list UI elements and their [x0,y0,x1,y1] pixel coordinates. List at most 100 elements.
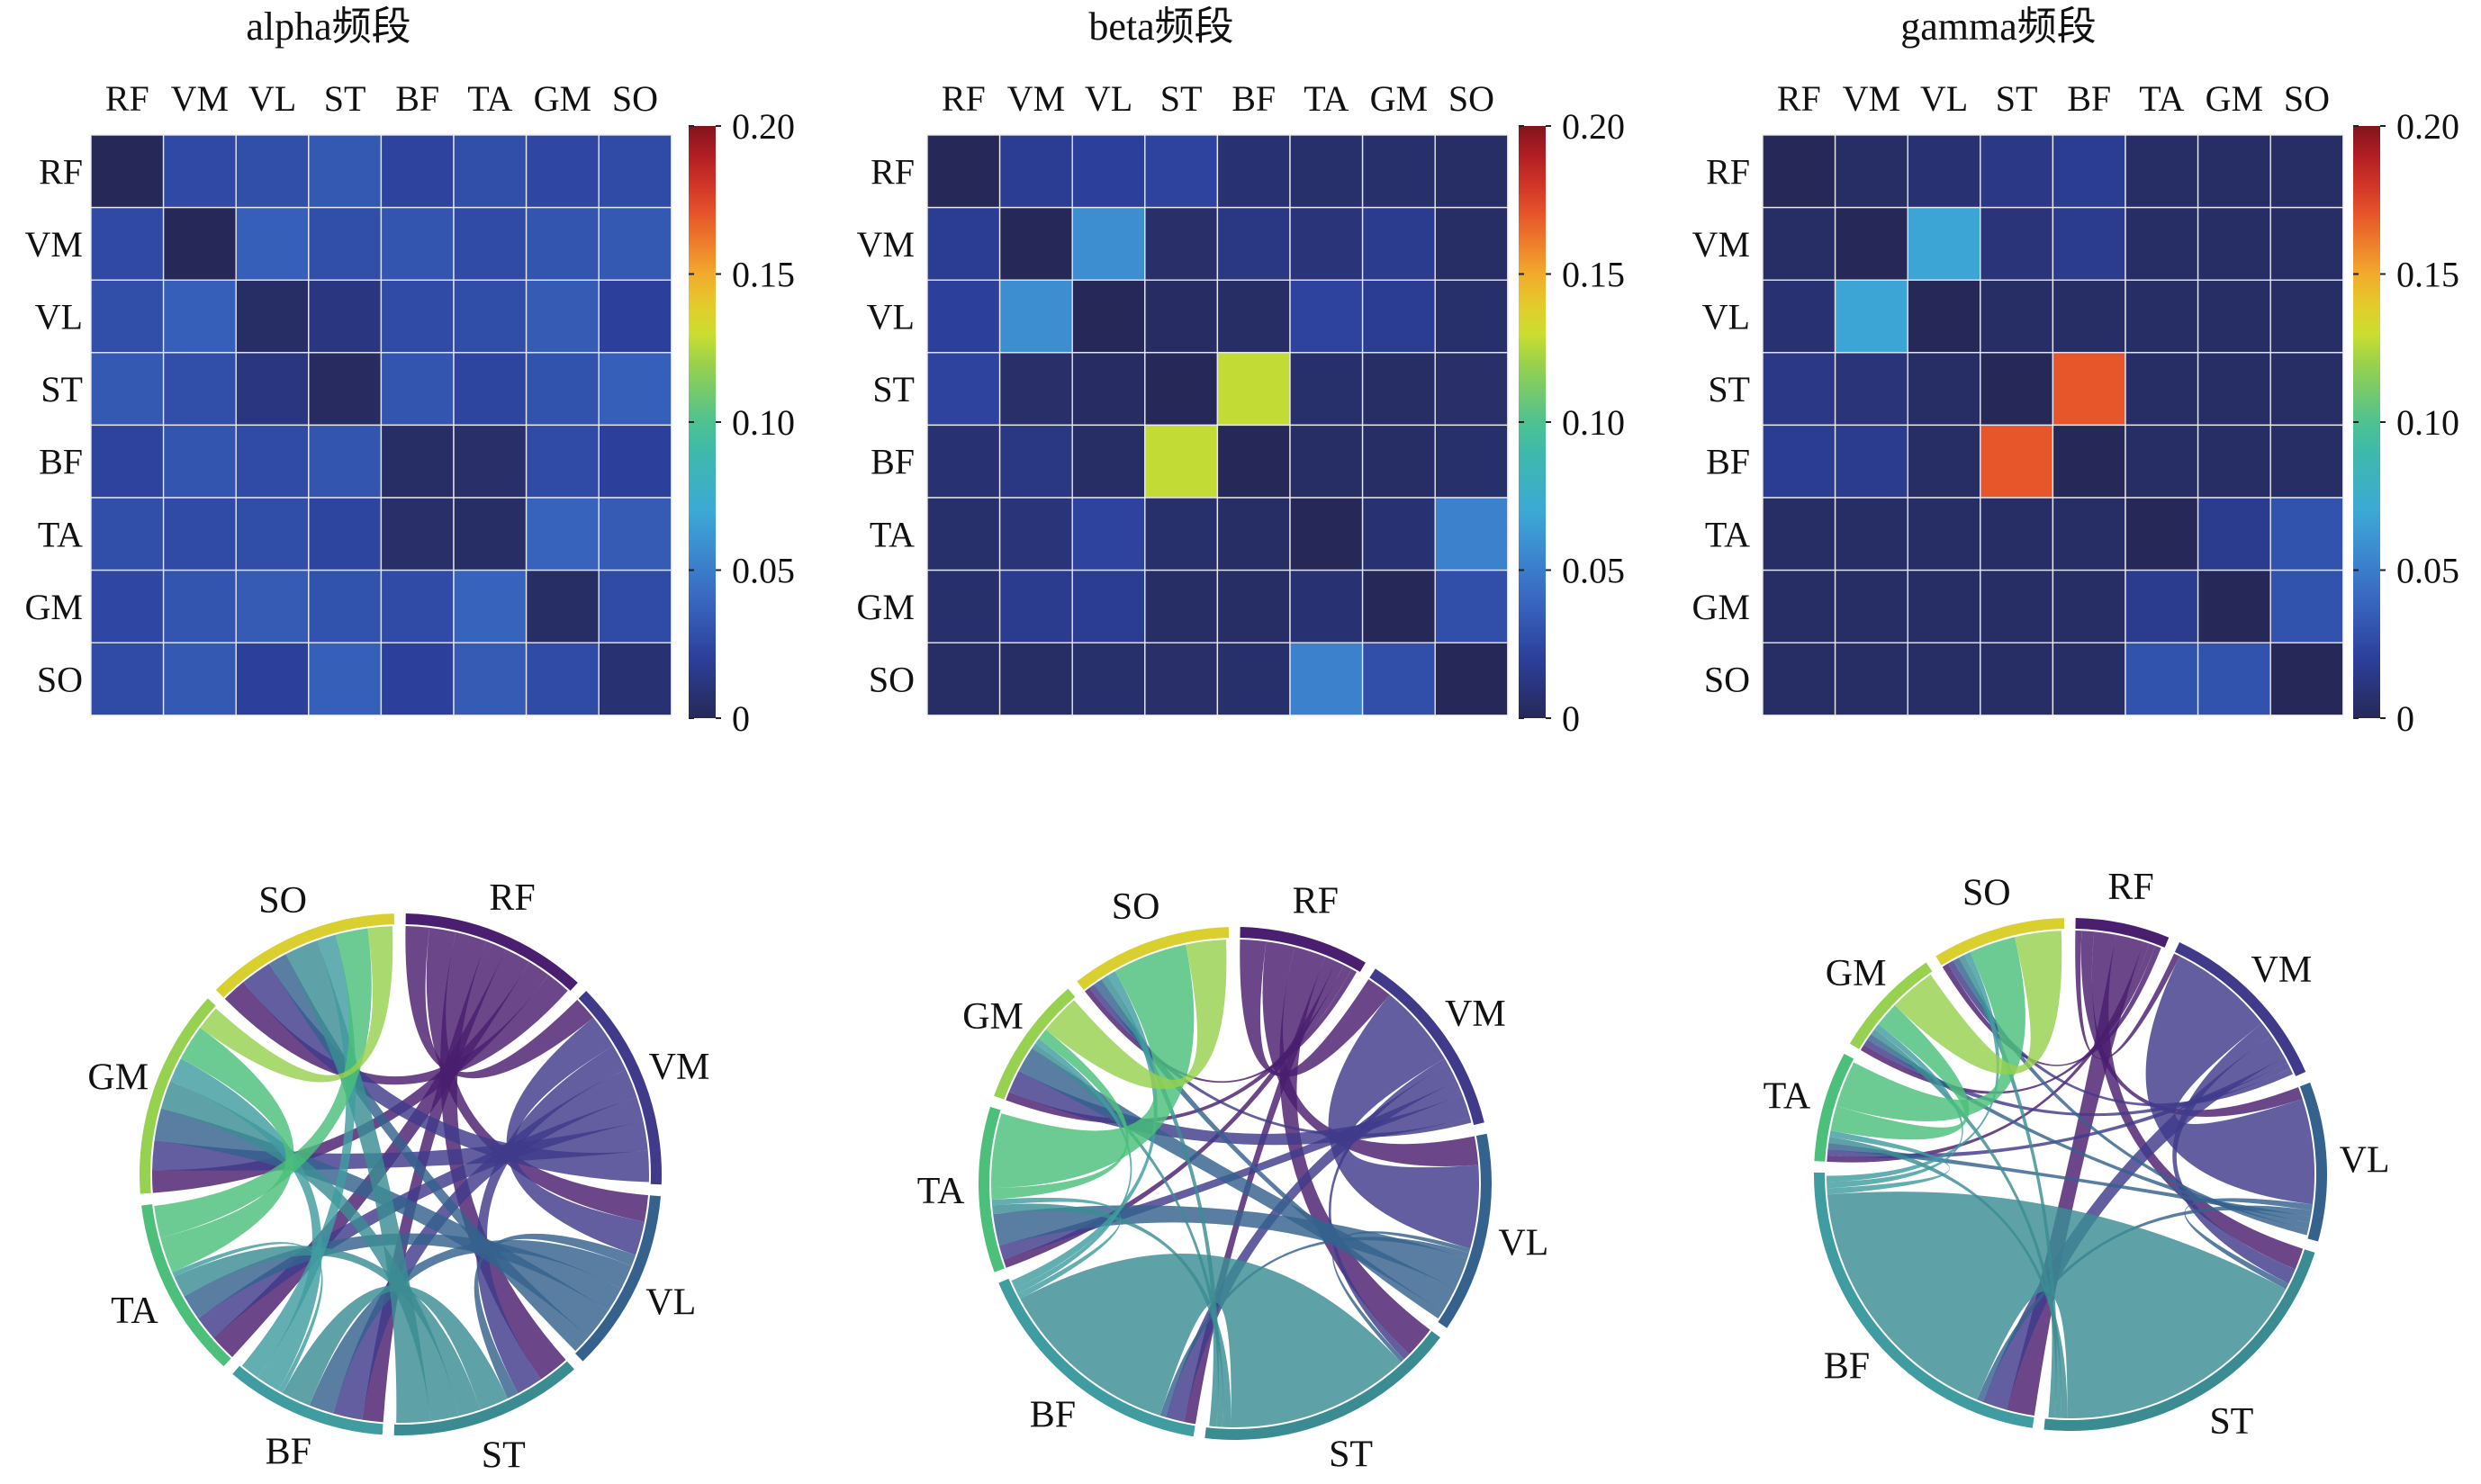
chord-arc-rf [1240,927,1366,972]
heatmap-cell [1434,642,1509,716]
heatmap-cell [1434,352,1509,427]
row-label: VM [1692,224,1750,265]
heatmap-cell [1980,352,2054,427]
heatmap-cell [2269,424,2344,499]
row-label: VL [867,297,915,337]
chord-label: SO [1112,886,1160,928]
heatmap-cell [1216,134,1291,209]
heatmap-cell [1289,134,1364,209]
chord-ribbon [309,1239,632,1414]
chord-arc-gm [140,998,216,1194]
heatmap-cell [453,134,528,209]
chord-arc-vm [578,991,662,1185]
heatmap-cell [1907,279,1981,354]
heatmap-cell [1980,424,2054,499]
chord-label: VL [645,1282,696,1324]
heatmap-cell [1980,206,2054,281]
heatmap-cell [90,424,165,499]
row-label: ST [1708,369,1750,409]
chord-arc-bf [232,1365,383,1435]
heatmap-cell [598,642,672,716]
heatmap-cell [926,134,1001,209]
heatmap-cell [525,279,600,354]
heatmap-cell [1980,279,2054,354]
heatmap-cell [380,642,455,716]
heatmap-cell [2197,642,2271,716]
colorbar-tick-label: 0.20 [732,106,795,147]
colorbar-tick-label: 0 [732,698,750,739]
heatmap-cell [1216,424,1291,499]
chord-label: RF [1293,880,1339,922]
heatmap-cell [1907,642,1981,716]
chord-arc-vm [1369,968,1484,1126]
heatmap-cell [1144,424,1219,499]
chord-label: SO [258,880,307,922]
heatmap-cell [380,279,455,354]
heatmap-cell [1980,134,2054,209]
column-label: SO [612,78,658,119]
heatmap-cell [1144,642,1219,716]
heatmap-2: beta频段 RF VM VL ST BF TA GM SO RF VM VL ST BF TA GM SO 0.… [857,4,1625,739]
heatmap-cell [90,497,165,571]
heatmap-cell [2197,352,2271,427]
heatmap-cell [1071,569,1146,643]
chord-ribbon [1240,940,1390,1077]
heatmap-cell [1834,642,1908,716]
heatmap-cell [598,134,672,209]
heatmap-cell [1907,352,1981,427]
chord-arc-ta [141,1204,231,1367]
heatmap-cell [1762,642,1836,716]
column-label: VM [1843,78,1900,119]
heatmap-cell [2125,497,2199,571]
row-label: RF [39,151,83,192]
heatmap-cell [1289,424,1364,499]
heatmap-cell [2269,352,2344,427]
heatmap-cell [2125,352,2199,427]
column-label: TA [2139,78,2184,119]
heatmap-cell [1071,206,1146,281]
heatmap-cell [380,497,455,571]
heatmap-cell [90,206,165,281]
heatmap-cell [2052,424,2126,499]
heatmap-3: gamma频段 RF VM VL ST BF TA GM SO RF VM VL ST BF TA GM SO 0… [1692,4,2459,739]
colorbar-tick-label: 0.05 [732,551,795,591]
heatmap-cell [1289,352,1364,427]
chord-label: GM [962,996,1024,1038]
chord-arc-so [1077,927,1230,990]
heatmap-cell [1361,642,1436,716]
chord-label: ST [2209,1401,2253,1443]
heatmap-cell [1144,497,1219,571]
chord-ribbon [1328,994,1479,1249]
heatmap-cell [90,134,165,209]
heatmap-cell [998,279,1073,354]
heatmap-cell [1289,206,1364,281]
chord-ribbon [1262,941,1479,1166]
chord-ribbon [1830,1004,1970,1140]
column-label: SO [2284,78,2330,119]
heatmap-cell [1361,352,1436,427]
heatmap-cell [998,569,1073,643]
column-label: VL [1085,78,1132,119]
chord-ribbon [1279,947,1430,1354]
heatmap-cell [1434,569,1509,643]
heatmap-cell [1834,134,1908,209]
heatmap-cell [308,497,383,571]
chord-ribbon [154,1108,609,1337]
heatmap-cell [2125,134,2199,209]
row-label: VM [857,224,915,265]
heatmap-cell [1907,134,1981,209]
heatmap-cell [1907,497,1981,571]
chord-ribbon [2184,1198,2313,1290]
heatmap-cell [1144,352,1219,427]
heatmap-cell [1071,424,1146,499]
heatmap-cell [1071,279,1146,354]
heatmap-cell [380,424,455,499]
heatmap-cell [162,569,237,643]
chord-ribbon [1045,940,1227,1090]
chord-ribbon [506,1017,645,1255]
column-label: GM [534,78,591,119]
chord-label: GM [1826,953,1887,994]
heatmap-cell [525,569,600,643]
heatmap-cell [308,279,383,354]
